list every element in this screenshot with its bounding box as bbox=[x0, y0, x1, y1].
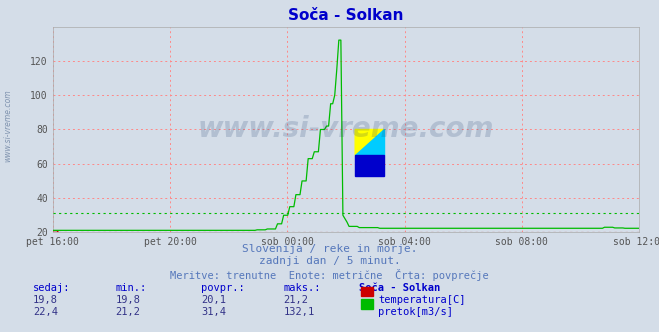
Text: sedaj:: sedaj: bbox=[33, 283, 71, 293]
Text: 19,8: 19,8 bbox=[115, 295, 140, 305]
Text: 21,2: 21,2 bbox=[283, 295, 308, 305]
Polygon shape bbox=[355, 129, 384, 155]
Text: 19,8: 19,8 bbox=[33, 295, 58, 305]
Text: 132,1: 132,1 bbox=[283, 307, 314, 317]
Text: pretok[m3/s]: pretok[m3/s] bbox=[378, 307, 453, 317]
Text: 22,4: 22,4 bbox=[33, 307, 58, 317]
Polygon shape bbox=[355, 155, 384, 176]
Text: temperatura[C]: temperatura[C] bbox=[378, 295, 466, 305]
Text: Slovenija / reke in morje.: Slovenija / reke in morje. bbox=[242, 244, 417, 254]
Text: 21,2: 21,2 bbox=[115, 307, 140, 317]
Text: www.si-vreme.com: www.si-vreme.com bbox=[3, 90, 13, 162]
Text: maks.:: maks.: bbox=[283, 283, 321, 293]
Text: Meritve: trenutne  Enote: metrične  Črta: povprečje: Meritve: trenutne Enote: metrične Črta: … bbox=[170, 269, 489, 281]
Polygon shape bbox=[355, 129, 384, 155]
Text: 31,4: 31,4 bbox=[201, 307, 226, 317]
Text: 20,1: 20,1 bbox=[201, 295, 226, 305]
Text: min.:: min.: bbox=[115, 283, 146, 293]
Title: Soča - Solkan: Soča - Solkan bbox=[288, 8, 404, 23]
Text: povpr.:: povpr.: bbox=[201, 283, 244, 293]
Text: www.si-vreme.com: www.si-vreme.com bbox=[198, 116, 494, 143]
Text: Soča - Solkan: Soča - Solkan bbox=[359, 283, 440, 293]
Text: zadnji dan / 5 minut.: zadnji dan / 5 minut. bbox=[258, 256, 401, 266]
